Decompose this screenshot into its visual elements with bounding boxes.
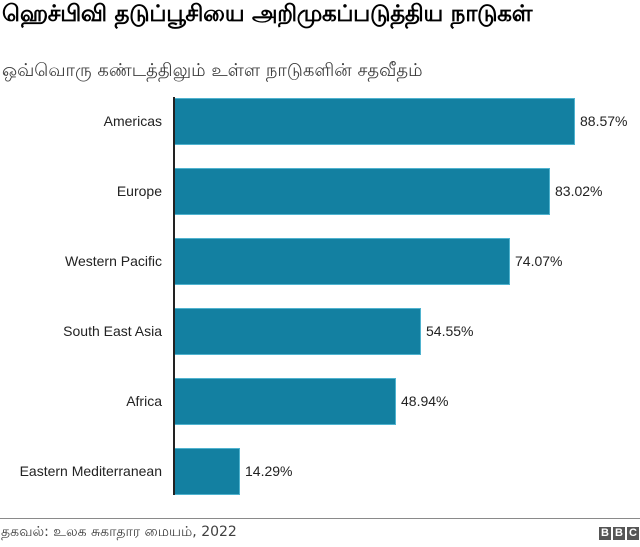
bbc-logo: B B C — [599, 527, 639, 540]
value-label: 83.02% — [555, 183, 603, 199]
footer-divider — [0, 518, 640, 519]
bar — [175, 98, 575, 145]
value-label: 48.94% — [401, 393, 449, 409]
category-label: Europe — [116, 183, 162, 199]
chart-title: ஹெச்பிவி தடுப்பூசியை அறிமுகப்படுத்திய நா… — [2, 1, 533, 27]
bar — [175, 448, 240, 495]
bar — [175, 168, 550, 215]
category-label: Western Pacific — [65, 253, 162, 269]
chart-subtitle: ஒவ்வொரு கண்டத்திலும் உள்ள நாடுகளின் சதவீ… — [2, 60, 423, 81]
logo-letter: B — [599, 527, 611, 540]
y-axis-line — [173, 97, 175, 495]
value-label: 14.29% — [245, 463, 293, 479]
bar-row: Americas 88.57% — [0, 98, 640, 145]
category-label: Eastern Mediterranean — [19, 463, 162, 479]
logo-letter: B — [613, 527, 625, 540]
bar-row: Western Pacific 74.07% — [0, 238, 640, 285]
category-label: Africa — [126, 393, 162, 409]
logo-letter: C — [627, 527, 639, 540]
bar-row: Eastern Mediterranean 14.29% — [0, 448, 640, 495]
bar — [175, 378, 396, 425]
value-label: 88.57% — [580, 113, 628, 129]
category-label: South East Asia — [63, 323, 162, 339]
bar-row: South East Asia 54.55% — [0, 308, 640, 355]
source-note: தகவல்: உலக சுகாதார மையம், 2022 — [1, 524, 237, 540]
bar — [175, 308, 421, 355]
bar-row: Africa 48.94% — [0, 378, 640, 425]
bar — [175, 238, 510, 285]
value-label: 74.07% — [515, 253, 563, 269]
category-label: Americas — [103, 113, 162, 129]
value-label: 54.55% — [426, 323, 474, 339]
bar-row: Europe 83.02% — [0, 168, 640, 215]
